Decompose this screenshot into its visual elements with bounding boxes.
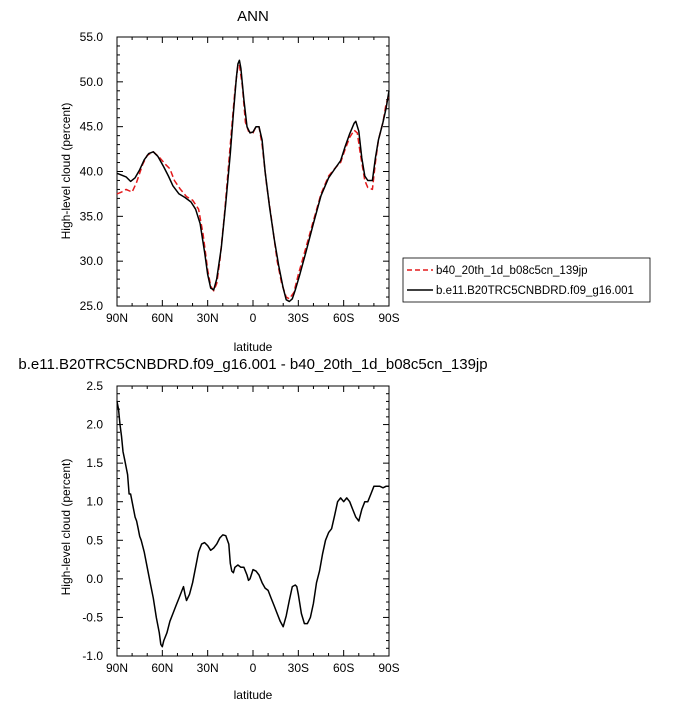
top-y-tick-label: 45.0 — [80, 120, 104, 134]
bottom-x-tick-label: 60N — [151, 661, 173, 675]
bottom-x-axis-label: latitude — [234, 688, 273, 702]
bottom-y-tick-label: -1.0 — [82, 649, 103, 663]
top-series-line-2 — [116, 59, 390, 303]
bottom-x-tick-label: 90N — [106, 661, 128, 675]
bottom-x-tick-label: 30N — [197, 661, 219, 675]
bottom-chart-title: b.e11.B20TRC5CNBDRD.f09_g16.001 - b40_20… — [18, 356, 487, 373]
top-x-tick-label: 60N — [151, 311, 173, 325]
bottom-y-tick-label: -0.5 — [82, 610, 103, 624]
bottom-y-tick-label: 1.0 — [86, 495, 103, 509]
top-x-tick-label: 90N — [106, 311, 128, 325]
top-plot-frame — [116, 36, 390, 307]
bottom-series-line-1 — [116, 401, 389, 648]
top-plot-area: 90N 60N 30N 0 30S 60S 90S 25.0 30.0 35.0 40.0 45.0 5… — [80, 30, 400, 325]
bottom-y-tick-label: 2.0 — [86, 418, 103, 432]
top-y-tick-label: 35.0 — [80, 209, 104, 223]
top-y-tick-label: 25.0 — [80, 299, 104, 313]
legend: b40_20th_1d_b08c5cn_139jp b.e11.B20TRC5C… — [402, 257, 651, 303]
legend-box — [402, 257, 651, 303]
top-x-axis-label: latitude — [234, 340, 273, 354]
top-x-tick-label: 60S — [333, 311, 354, 325]
bottom-y-tick-label: 0.0 — [86, 572, 103, 586]
legend-label-ref: b40_20th_1d_b08c5cn_139jp — [436, 265, 588, 277]
top-x-tick-label: 0 — [250, 311, 257, 325]
top-chart-title: ANN — [237, 8, 269, 25]
bottom-x-tick-label: 60S — [333, 661, 354, 675]
top-y-axis-label: High-level cloud (percent) — [59, 103, 73, 240]
top-panel: ANN 90N 60N 30N 0 30S 60S 90S 25.0 30.0 35.0 40.0 4… — [59, 8, 651, 354]
bottom-x-tick-label: 0 — [250, 661, 257, 675]
bottom-y-tick-label: 0.5 — [86, 533, 103, 547]
top-x-tick-label: 30S — [288, 311, 309, 325]
top-x-tick-label: 30N — [197, 311, 219, 325]
bottom-x-tick-label: 90S — [378, 661, 399, 675]
top-y-tick-label: 55.0 — [80, 30, 104, 44]
top-x-tick-label: 90S — [378, 311, 399, 325]
bottom-y-axis-label: High-level cloud (percent) — [59, 459, 73, 596]
legend-label-exp: b.e11.B20TRC5CNBDRD.f09_g16.001 — [436, 285, 634, 297]
top-y-tick-label: 50.0 — [80, 75, 104, 89]
bottom-panel: b.e11.B20TRC5CNBDRD.f09_g16.001 - b40_20… — [18, 356, 487, 702]
bottom-plot-area: 90N 60N 30N 0 30S 60S 90S -1.0 -0.5 0.0 0.5 1.0 1.5 2… — [82, 379, 399, 675]
top-series-line-1 — [116, 64, 390, 300]
bottom-plot-frame — [116, 385, 390, 657]
top-y-tick-label: 30.0 — [80, 254, 104, 268]
bottom-x-tick-label: 30S — [288, 661, 309, 675]
top-y-tick-label: 40.0 — [80, 165, 104, 179]
bottom-y-tick-label: 2.5 — [86, 379, 103, 393]
bottom-y-tick-label: 1.5 — [86, 456, 103, 470]
